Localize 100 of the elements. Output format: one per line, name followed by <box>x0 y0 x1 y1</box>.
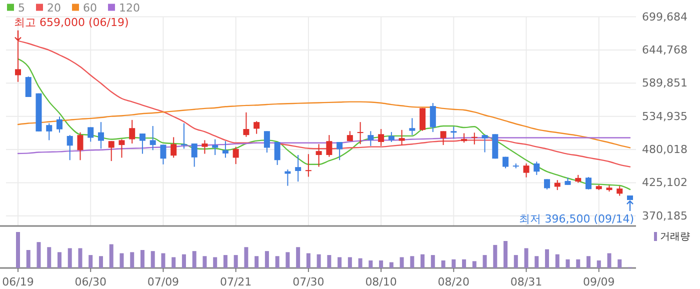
bar <box>78 248 82 268</box>
candlestick <box>471 132 478 145</box>
candlestick <box>388 132 394 142</box>
bar <box>566 259 570 268</box>
bar <box>400 257 404 268</box>
legend-label: 5 <box>18 1 25 14</box>
candlestick <box>243 112 250 138</box>
candlestick <box>98 122 104 150</box>
bar <box>223 255 228 268</box>
bar <box>524 248 528 268</box>
bar <box>98 256 103 268</box>
bar <box>430 255 435 268</box>
candlestick <box>336 142 343 161</box>
bar <box>368 260 373 268</box>
legend-label: 120 <box>119 1 140 14</box>
candlestick <box>398 129 405 146</box>
candlestick <box>316 144 322 168</box>
y-tick-label: 644,768 <box>642 43 688 56</box>
line-series <box>17 101 631 148</box>
bar <box>150 251 155 268</box>
y-tick-label: 370,185 <box>642 209 688 222</box>
bar <box>88 255 93 268</box>
candlestick <box>544 178 550 190</box>
candlestick <box>450 126 457 140</box>
bar <box>161 253 166 268</box>
y-tick-label: 699,684 <box>642 10 688 24</box>
bar <box>306 253 310 268</box>
x-tick-label: 07/30 <box>292 276 324 288</box>
candlestick <box>368 130 374 146</box>
candlestick <box>420 108 426 132</box>
bar <box>379 260 384 268</box>
bar <box>254 256 259 268</box>
candlestick <box>295 154 302 182</box>
legend-label: 20 <box>47 1 61 14</box>
x-tick-label: 09/09 <box>583 276 615 288</box>
bar <box>555 254 560 268</box>
bar <box>576 259 580 268</box>
line-series <box>17 58 631 190</box>
candlestick <box>482 134 488 153</box>
candlestick <box>212 138 218 156</box>
candlestick <box>56 116 62 134</box>
bar <box>57 252 62 268</box>
bar <box>296 247 300 268</box>
bar <box>596 260 601 268</box>
bar <box>327 255 332 268</box>
bar <box>316 254 321 268</box>
legend-label: 거래량 <box>660 232 690 242</box>
candlestick <box>378 128 384 146</box>
candlestick <box>357 122 364 145</box>
bar <box>462 259 466 268</box>
candlestick <box>139 133 146 154</box>
candlestick <box>180 122 187 150</box>
bar <box>130 252 134 268</box>
candlestick <box>202 140 208 154</box>
y-tick-label: 589,851 <box>642 76 688 90</box>
candlestick <box>160 144 166 165</box>
candlestick <box>232 146 239 165</box>
candlestick <box>461 132 468 144</box>
bar <box>26 250 30 268</box>
candlestick <box>46 122 52 141</box>
candlestick <box>254 120 260 134</box>
bar <box>68 248 72 268</box>
candlestick <box>88 126 94 142</box>
candlestick <box>534 161 540 176</box>
bar <box>534 256 539 268</box>
legend-label: 60 <box>83 1 97 14</box>
candlestick <box>191 143 198 168</box>
bar <box>482 255 487 268</box>
candlestick <box>430 102 436 133</box>
candlestick <box>118 138 125 158</box>
bar <box>472 261 476 268</box>
annotation: 최고 659,000 (06/19) <box>14 16 129 29</box>
bar <box>202 256 207 268</box>
x-tick-label: 06/30 <box>74 276 106 288</box>
candlestick <box>15 40 21 82</box>
candlestick <box>66 134 73 161</box>
bar <box>140 250 144 268</box>
candlestick <box>616 186 623 196</box>
bar <box>586 256 591 268</box>
candlestick <box>129 119 136 144</box>
x-tick-label: 08/10 <box>365 276 397 288</box>
bar <box>607 253 612 268</box>
y-tick-label: 425,102 <box>642 176 688 190</box>
bar <box>338 257 342 268</box>
bar <box>172 257 176 268</box>
bar <box>441 260 446 268</box>
x-tick-label: 07/09 <box>147 276 180 288</box>
annotation: 최저 396,500 (09/14) <box>519 212 634 226</box>
bar <box>192 251 196 268</box>
bar <box>358 258 362 268</box>
candlestick <box>264 130 270 154</box>
candlestick <box>440 130 446 146</box>
candlestick <box>108 140 114 162</box>
bar <box>545 249 550 268</box>
bar <box>493 244 498 268</box>
bar <box>514 255 518 268</box>
bar <box>410 256 414 268</box>
candlestick <box>222 140 228 158</box>
bar <box>234 255 238 268</box>
x-tick-label: 07/21 <box>220 276 252 288</box>
